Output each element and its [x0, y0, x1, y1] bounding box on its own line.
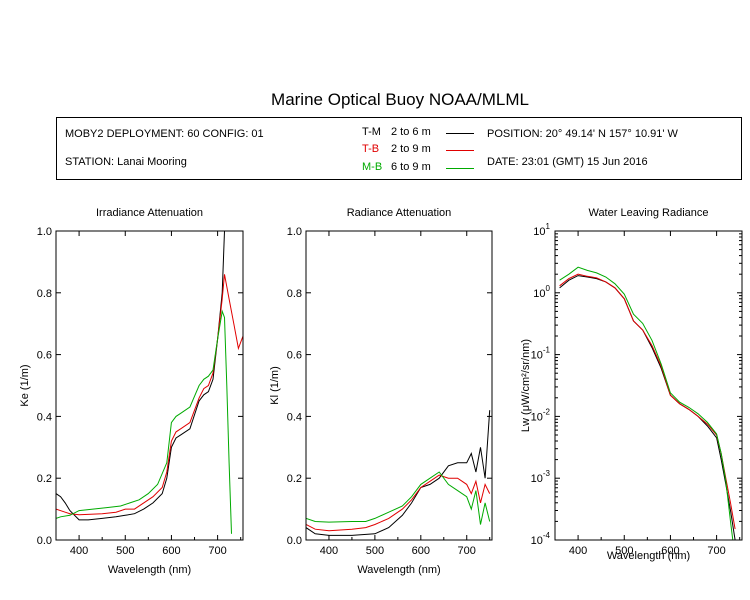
- water-leaving-plot-frame: [554, 230, 743, 541]
- irradiance-ytick-label: 0.6: [37, 350, 52, 362]
- radiance-ytick-label: 0.8: [287, 288, 302, 300]
- radiance-xtick-label: 400: [320, 545, 338, 557]
- water-leaving-ytick-label: 10-2: [531, 407, 551, 423]
- radiance-ylabel: Kl (1/m): [269, 366, 281, 405]
- water-leaving-series-m-b: [559, 266, 734, 540]
- irradiance-ytick-label: 0.2: [37, 473, 52, 485]
- water-leaving-xtick-label: 700: [707, 545, 725, 557]
- irradiance-plot-frame: [55, 230, 244, 541]
- radiance-ytick-label: 0.6: [287, 350, 302, 362]
- water-leaving-series-t-b: [559, 273, 736, 530]
- irradiance-series-t-m: [56, 231, 225, 521]
- irradiance-title: Irradiance Attenuation: [96, 207, 203, 219]
- water-leaving-xtick-label: 500: [615, 545, 633, 557]
- deployment-label: MOBY2 DEPLOYMENT: 60 CONFIG: 01: [65, 128, 264, 140]
- irradiance-xtick-label: 600: [162, 545, 180, 557]
- radiance-series-m-b: [306, 471, 491, 525]
- irradiance-xlabel: Wavelength (nm): [108, 564, 191, 576]
- irradiance-ylabel: Ke (1/m): [19, 364, 31, 406]
- legend-line-mb: [446, 168, 474, 169]
- radiance-series-t-m: [306, 410, 491, 536]
- radiance-xtick-label: 600: [412, 545, 430, 557]
- legend-code-tb: T-B: [362, 143, 380, 155]
- radiance-ytick-label: 0.0: [287, 535, 302, 547]
- position-label: POSITION: 20° 49.14' N 157° 10.91' W: [487, 128, 678, 140]
- legend-range-tb: 2 to 9 m: [391, 143, 431, 155]
- legend-code-mb: M-B: [362, 161, 383, 173]
- water-leaving-ylabel: Lw (μW/cm²/sr/nm): [520, 339, 532, 432]
- irradiance-ytick-label: 1.0: [37, 226, 52, 238]
- irradiance-series-m-b: [56, 309, 232, 534]
- irradiance-ytick-label: 0.8: [37, 288, 52, 300]
- legend-line-tm: [446, 133, 474, 134]
- irradiance-xtick-label: 500: [116, 545, 134, 557]
- radiance-xtick-label: 700: [458, 545, 476, 557]
- radiance-ytick-label: 1.0: [287, 226, 302, 238]
- radiance-title: Radiance Attenuation: [347, 207, 452, 219]
- station-label: STATION: Lanai Mooring: [65, 156, 187, 168]
- water-leaving-chart: 400 500 600 700 10-4 10-3 10-2 10-1 100 101 Water …: [520, 207, 743, 562]
- radiance-ytick-label: 0.2: [287, 473, 302, 485]
- legend-range-mb: 6 to 9 m: [391, 161, 431, 173]
- water-leaving-ytick-label: 100: [533, 284, 550, 300]
- radiance-xtick-label: 500: [366, 545, 384, 557]
- legend-line-tb: [446, 150, 474, 151]
- legend-code-tm: T-M: [362, 126, 381, 138]
- water-leaving-ytick-label: 10-3: [531, 469, 551, 485]
- water-leaving-xtick-label: 600: [661, 545, 679, 557]
- water-leaving-xlabel: Wavelength (nm): [607, 550, 690, 562]
- irradiance-ytick-label: 0.0: [37, 535, 52, 547]
- radiance-series-t-b: [306, 474, 491, 532]
- radiance-xlabel: Wavelength (nm): [357, 564, 440, 576]
- info-box: MOBY2 DEPLOYMENT: 60 CONFIG: 01 STATION:…: [56, 117, 742, 180]
- date-label: DATE: 23:01 (GMT) 15 Jun 2016: [487, 156, 648, 168]
- water-leaving-series-t-m: [559, 275, 736, 540]
- irradiance-ytick-label: 0.4: [37, 411, 52, 423]
- irradiance-xtick-label: 700: [208, 545, 226, 557]
- legend-range-tm: 2 to 6 m: [391, 126, 431, 138]
- water-leaving-ytick-label: 101: [533, 222, 550, 238]
- page-title: Marine Optical Buoy NOAA/MLML: [271, 90, 529, 109]
- radiance-ytick-label: 0.4: [287, 411, 302, 423]
- water-leaving-title: Water Leaving Radiance: [588, 207, 708, 219]
- irradiance-xtick-label: 400: [70, 545, 88, 557]
- water-leaving-ytick-label: 10-4: [531, 531, 551, 547]
- radiance-chart: 400 500 600 700 0.0 0.2 0.4 0.6 0.8 1.0 Radiance A…: [269, 207, 493, 576]
- irradiance-series-t-b: [56, 274, 243, 516]
- water-leaving-xtick-label: 400: [569, 545, 587, 557]
- radiance-plot-frame: [305, 230, 493, 541]
- irradiance-chart: 400 500 600 700 0.0 0.2 0.4 0.6 0.8 1.0 Irradiance…: [19, 207, 244, 576]
- water-leaving-ytick-label: 10-1: [531, 346, 551, 362]
